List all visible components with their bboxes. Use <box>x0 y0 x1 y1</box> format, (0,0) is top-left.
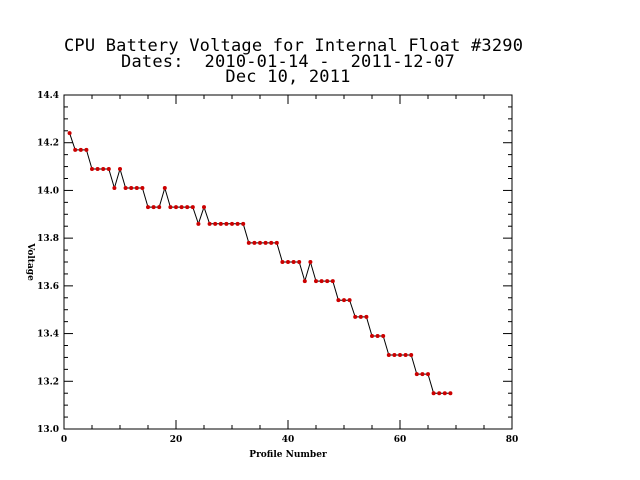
y-tick-label: 14.2 <box>37 139 59 149</box>
data-point <box>431 391 436 396</box>
x-tick-label: 80 <box>506 435 519 445</box>
data-point <box>392 353 397 358</box>
data-point <box>112 186 117 191</box>
data-point <box>78 147 83 152</box>
data-point <box>235 221 240 226</box>
data-point <box>190 205 195 210</box>
data-point <box>95 166 100 171</box>
data-point <box>185 205 190 210</box>
data-point <box>358 314 363 319</box>
data-point <box>73 147 78 152</box>
data-point <box>146 205 150 210</box>
data-point <box>106 166 111 171</box>
data-point <box>353 314 358 319</box>
data-point <box>224 221 229 226</box>
data-point <box>314 279 318 284</box>
data-point <box>319 279 324 284</box>
x-tick-label: 20 <box>170 435 183 445</box>
data-point <box>157 205 162 210</box>
data-point <box>274 240 279 245</box>
y-tick-label: 13.6 <box>37 282 59 292</box>
data-point <box>174 205 178 210</box>
data-point <box>134 186 139 191</box>
y-tick-label: 13.2 <box>37 377 59 387</box>
data-point <box>202 205 206 210</box>
data-point <box>252 240 257 245</box>
y-tick-label: 13.4 <box>37 330 59 340</box>
data-point <box>381 333 386 338</box>
series-markers <box>67 131 453 396</box>
x-tick-label: 40 <box>282 435 295 445</box>
data-point <box>118 166 122 171</box>
axis-tick-labels: 0 20 40 60 80 13.0 13.2 13.4 13.6 13.8 14.0 14.2 14.… <box>37 91 518 445</box>
data-point <box>179 205 184 210</box>
data-point <box>420 372 425 377</box>
data-point <box>168 205 173 210</box>
x-axis-label: Profile Number <box>249 450 327 460</box>
data-point <box>336 298 341 303</box>
data-point <box>375 333 380 338</box>
data-point <box>140 186 145 191</box>
data-point <box>84 147 89 152</box>
data-point <box>437 391 442 396</box>
data-point <box>347 298 352 303</box>
x-tick-label: 0 <box>61 435 67 445</box>
x-tick-label: 60 <box>394 435 407 445</box>
data-point <box>123 186 128 191</box>
y-axis-label: Voltage <box>25 242 35 281</box>
y-tick-label: 14.4 <box>37 91 59 101</box>
data-point <box>207 221 212 226</box>
data-point <box>258 240 262 245</box>
data-point <box>364 314 369 319</box>
data-point <box>129 186 134 191</box>
chart-title: CPU Battery Voltage for Internal Float #… <box>64 36 524 56</box>
data-point <box>442 391 447 396</box>
data-point <box>241 221 246 226</box>
data-point <box>67 131 72 136</box>
chart-date-line: Dec 10, 2011 <box>225 67 351 87</box>
data-point <box>291 260 296 264</box>
data-point <box>414 372 419 377</box>
chart-subtitle-dates: Dates: 2010-01-14 - 2011-12-07 <box>121 52 455 72</box>
data-point <box>398 353 402 358</box>
data-point <box>218 221 223 226</box>
data-point <box>426 372 430 377</box>
axis-ticks <box>63 94 513 430</box>
data-point <box>297 260 302 264</box>
data-point <box>90 166 94 171</box>
data-point <box>308 260 313 264</box>
data-point <box>330 279 335 284</box>
data-point <box>342 298 346 303</box>
data-point <box>230 221 234 226</box>
y-tick-label: 14.0 <box>37 186 59 196</box>
data-point <box>386 353 391 358</box>
data-point <box>448 391 453 396</box>
data-point <box>196 221 201 226</box>
data-point <box>151 205 156 210</box>
data-point <box>370 333 374 338</box>
y-tick-label: 13.0 <box>37 425 59 435</box>
y-tick-label: 13.8 <box>37 234 59 244</box>
data-point <box>325 279 330 284</box>
data-point <box>213 221 218 226</box>
data-point <box>246 240 251 245</box>
data-point <box>101 166 106 171</box>
data-point <box>162 186 167 191</box>
data-point <box>280 260 285 264</box>
data-point <box>269 240 274 245</box>
data-point <box>286 260 290 264</box>
data-point <box>263 240 268 245</box>
data-point <box>409 353 414 358</box>
data-point <box>403 353 408 358</box>
data-point <box>302 279 307 284</box>
